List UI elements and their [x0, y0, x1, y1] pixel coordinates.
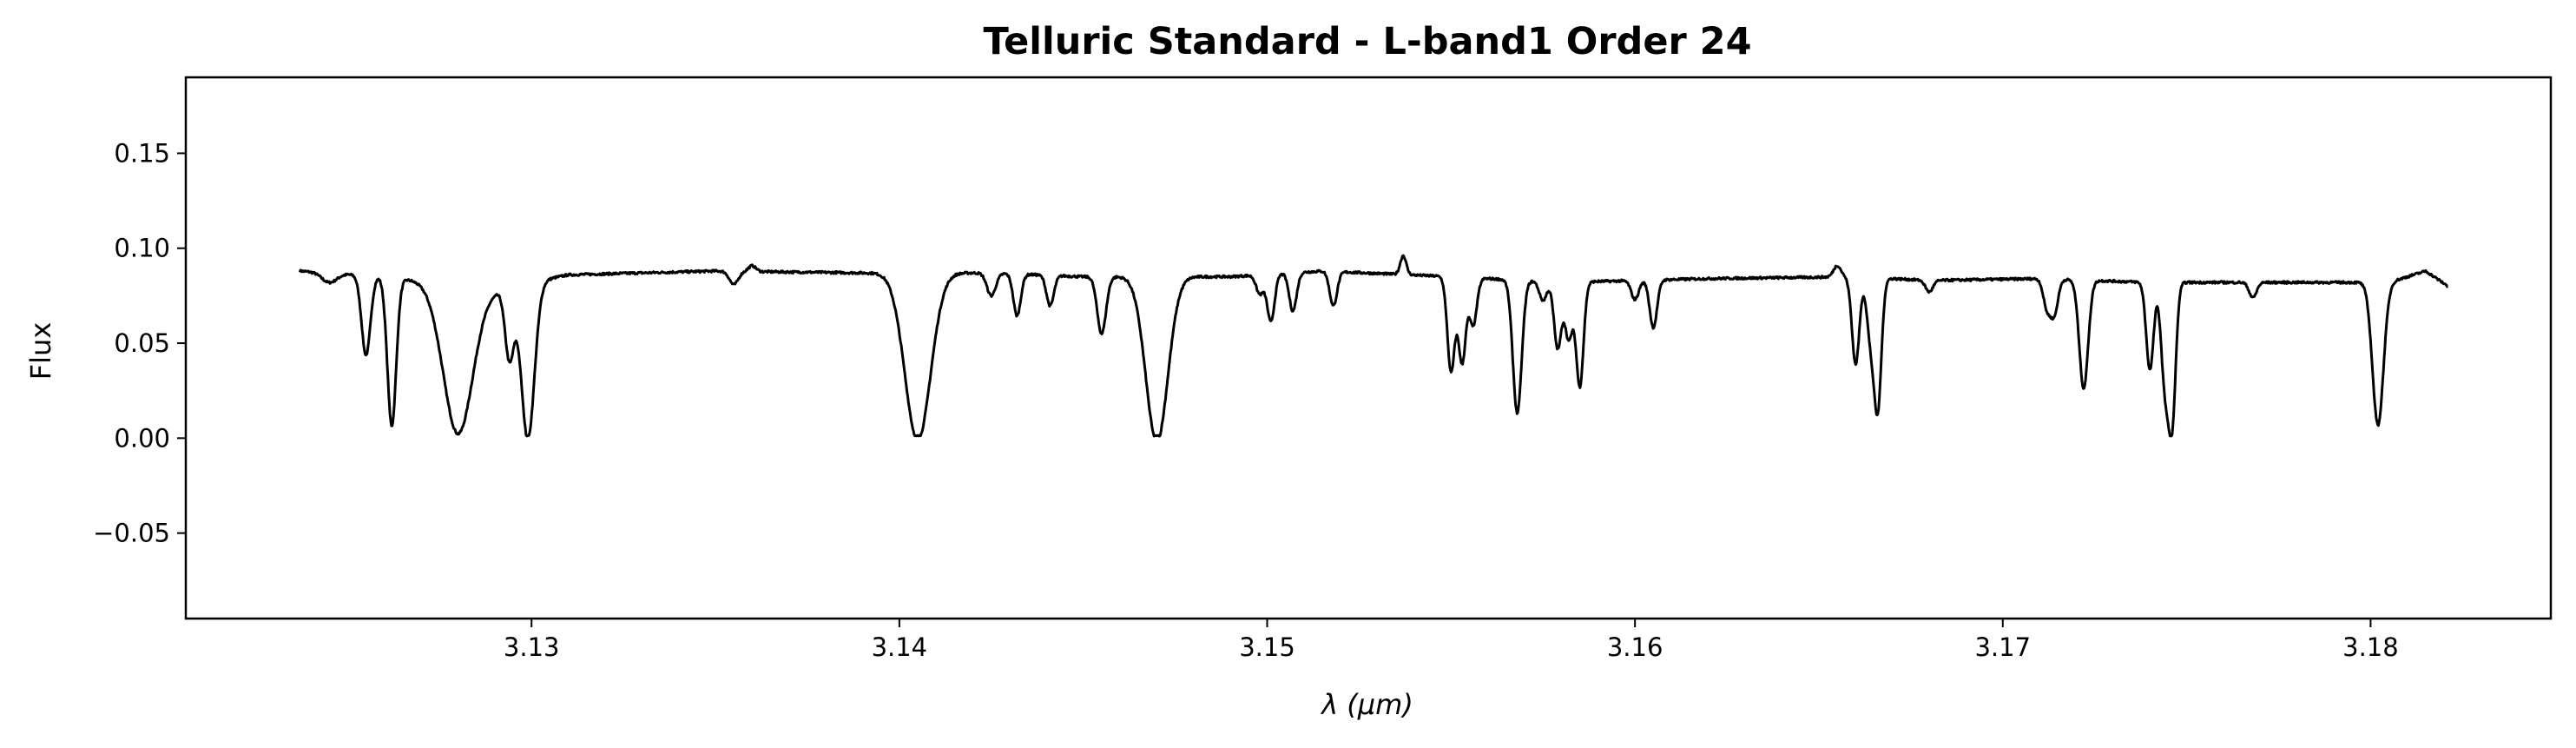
x-axis: 3.13 3.14 3.15 3.16 3.17 3.18 [504, 619, 2399, 662]
y-tick-label: 0.10 [114, 234, 170, 263]
y-tick-label: −0.05 [93, 519, 170, 548]
x-tick-label: 3.16 [1607, 632, 1664, 662]
series-line [298, 254, 2449, 438]
x-tick-label: 3.17 [1974, 632, 2031, 662]
x-tick-label: 3.18 [2342, 632, 2399, 662]
y-tick-label: 0.15 [114, 138, 170, 168]
y-axis: −0.05 0.00 0.05 0.10 0.15 [93, 138, 186, 548]
plot-frame [184, 76, 2553, 620]
x-tick-label: 3.13 [504, 632, 560, 662]
x-tick-label: 3.15 [1239, 632, 1295, 662]
x-tick-label: 3.14 [872, 632, 928, 662]
y-tick-label: 0.05 [114, 328, 170, 358]
plot-area [184, 76, 2553, 620]
x-axis-label: λ (μm) [1320, 688, 1413, 721]
y-axis-label: Flux [24, 322, 57, 381]
y-tick-label: 0.00 [114, 423, 170, 453]
chart-title: Telluric Standard - L-band1 Order 24 [983, 20, 1751, 63]
